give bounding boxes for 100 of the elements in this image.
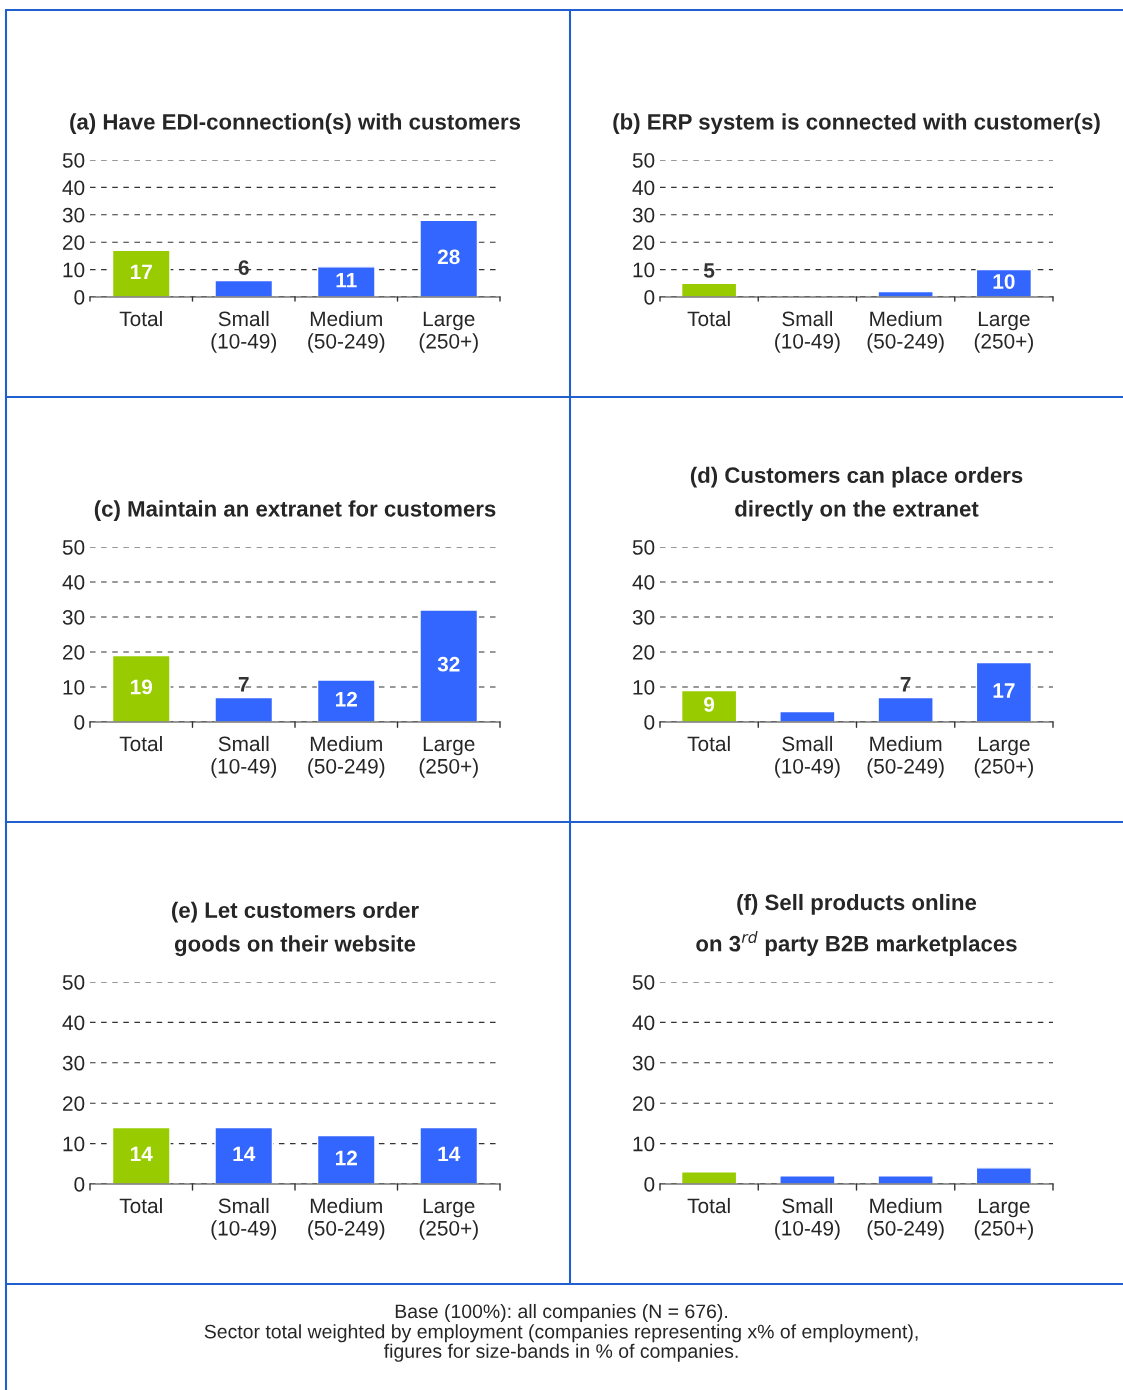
x-tick-label: Small (10-49): [775, 735, 840, 778]
x-tick-label: Small (10-49): [211, 310, 277, 353]
data-label: 17: [993, 683, 1015, 698]
y-tick-label: 0: [74, 715, 85, 730]
x-tick-label: Medium (50-249): [867, 735, 944, 778]
bar: [419, 609, 479, 722]
y-tick-label: 30: [632, 207, 655, 223]
x-tick-label: Medium (50-249): [867, 310, 944, 353]
bar: [111, 249, 171, 297]
x-tick-label: Large (250+): [974, 311, 1033, 353]
y-tick-label: 10: [633, 680, 655, 695]
y-tick-label: 50: [62, 975, 85, 990]
y-tick-label: 0: [74, 290, 85, 305]
x-tick-label: Large (250+): [974, 736, 1033, 778]
y-tick-label: 30: [632, 1055, 655, 1071]
x-tick-label: Medium (50-249): [308, 310, 385, 353]
bar: [779, 710, 836, 722]
x-tick-label: Small (10-49): [211, 1197, 277, 1240]
bar: [680, 282, 738, 297]
y-tick-label: 0: [74, 1177, 85, 1192]
y-tick-label: 0: [644, 715, 655, 730]
data-label: 6: [238, 260, 249, 276]
chart-title: (f) Sell products online on 3$^{rd}$ party B2B marketplaces: [696, 893, 1017, 956]
x-tick-label: Small (10-49): [775, 310, 840, 353]
y-tick-label: 20: [633, 235, 655, 250]
x-tick-label: Large (250+): [419, 1198, 478, 1240]
data-label: 19: [130, 679, 153, 695]
bar: [877, 696, 934, 722]
y-tick-label: 10: [63, 1136, 85, 1152]
x-tick-label: Total: [687, 735, 730, 752]
bar: [419, 219, 479, 297]
data-label: 28: [437, 249, 460, 265]
y-tick-label: 50: [632, 975, 655, 990]
y-tick-label: 50: [62, 153, 85, 168]
y-tick-label: 40: [62, 575, 85, 590]
x-tick-label: Medium (50-249): [308, 1197, 385, 1240]
bar: [680, 1171, 738, 1184]
x-tick-label: Total: [119, 735, 162, 752]
y-tick-label: 20: [633, 1096, 655, 1111]
y-tick-label: 50: [632, 153, 655, 168]
y-tick-label: 40: [62, 1015, 85, 1031]
bar: [316, 266, 376, 297]
x-tick-label: Large (250+): [419, 311, 478, 353]
data-label: 7: [238, 677, 249, 692]
y-tick-label: 10: [63, 680, 85, 695]
y-tick-label: 30: [62, 610, 85, 625]
bar: [975, 661, 1033, 722]
bar: [214, 279, 274, 297]
y-tick-label: 50: [632, 540, 655, 555]
chart-title: (a) Have EDI-connection(s) with customers: [70, 113, 521, 135]
chart-title: (c) Maintain an extranet for customers: [94, 500, 496, 522]
text: Sector total weighted by employment (companies representing x% of employment), figures for size-bands in % of companies.: [204, 1324, 918, 1362]
text: Base (100%): all companies (N = 676).: [395, 1303, 727, 1323]
bar: [316, 679, 376, 722]
x-tick-label: Large (250+): [974, 1198, 1033, 1240]
chart-title: (e) Let customers order goods on their website: [172, 901, 419, 957]
y-tick-label: 50: [62, 540, 85, 555]
y-tick-label: 40: [62, 180, 85, 196]
y-tick-label: 30: [62, 1055, 85, 1071]
y-tick-label: 40: [632, 1015, 655, 1031]
x-tick-label: Total: [119, 310, 162, 327]
bar: [877, 1175, 934, 1184]
data-label: 10: [993, 274, 1015, 289]
bar: [680, 689, 738, 722]
chart-title: (b) ERP system is connected with customer(s): [613, 113, 1100, 135]
y-tick-label: 20: [63, 645, 85, 660]
x-tick-label: Medium (50-249): [308, 735, 385, 778]
data-label: 9: [704, 697, 715, 712]
y-tick-label: 40: [632, 575, 655, 590]
x-tick-label: Total: [687, 310, 730, 327]
y-tick-label: 20: [63, 1096, 85, 1111]
chart-title: (d) Customers can place orders directly on the extranet: [690, 466, 1023, 522]
y-tick-label: 40: [632, 180, 655, 196]
data-label: 14: [438, 1146, 461, 1162]
y-tick-label: 30: [62, 207, 85, 223]
data-label: 17: [130, 264, 152, 280]
x-tick-label: Total: [687, 1197, 730, 1214]
y-tick-label: 30: [632, 610, 655, 625]
data-label: 14: [130, 1146, 153, 1162]
x-tick-label: Medium (50-249): [867, 1197, 944, 1240]
bar: [214, 696, 274, 722]
data-label: 12: [335, 691, 357, 707]
data-label: 7: [900, 677, 911, 692]
data-label: 11: [336, 272, 357, 288]
data-label: 14: [233, 1146, 256, 1162]
y-tick-label: 10: [633, 262, 655, 278]
y-tick-label: 0: [644, 1177, 655, 1192]
x-tick-label: Large (250+): [419, 736, 478, 778]
bar: [111, 654, 171, 722]
bar: [779, 1175, 836, 1184]
y-tick-label: 20: [633, 645, 655, 660]
y-tick-label: 10: [63, 262, 85, 278]
y-tick-label: 0: [644, 290, 655, 305]
bar: [975, 1167, 1033, 1184]
data-label: 32: [437, 656, 460, 672]
x-tick-label: Total: [119, 1197, 162, 1214]
y-tick-label: 10: [633, 1136, 655, 1152]
data-label: 12: [335, 1150, 357, 1166]
x-tick-label: Small (10-49): [775, 1197, 840, 1240]
y-tick-label: 20: [63, 235, 85, 250]
